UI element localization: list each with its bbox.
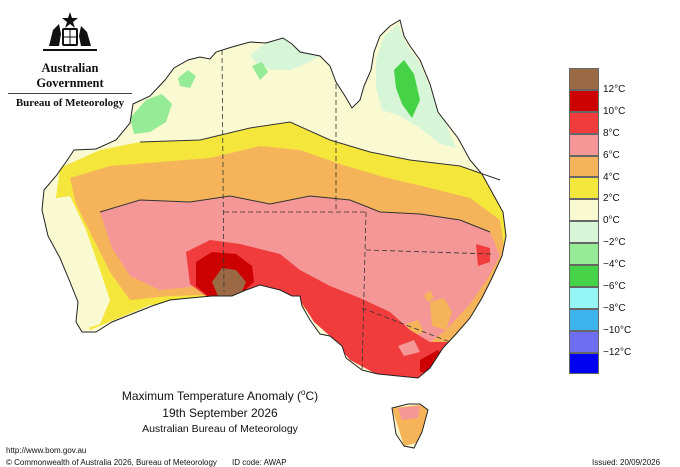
legend-swatch [569,199,599,222]
legend-label: 6°C [603,149,620,161]
bureau-title: Bureau of Meteorology [15,97,125,109]
legend-swatch [569,177,599,200]
band-minus4-cape [394,60,420,118]
band-0c-west-coast [44,196,110,330]
legend-label: 12°C [603,83,626,95]
legend-swatch [569,221,599,244]
legend-label: −8°C [603,302,626,314]
footer-id-code: ID code: AWAP [232,458,287,467]
legend-label: 10°C [603,105,626,117]
band-tas-6c [398,406,420,420]
legend-swatch [569,308,599,331]
map-title: Maximum Temperature Anomaly (oC) [121,388,319,403]
legend-swatch [569,133,599,156]
legend-label: 0°C [603,215,620,227]
footer-url[interactable]: http://www.bom.gov.au [6,446,87,455]
legend-swatch [569,243,599,266]
coat-of-arms-icon [43,12,97,51]
band-8c-east [476,244,490,266]
legend-swatch [569,68,599,90]
band-minus2-top-end [250,38,320,70]
legend-swatch [569,352,599,375]
footer-issued: Issued: 20/09/2026 [592,458,661,467]
legend-label: 4°C [603,171,620,183]
map-organisation: Australian Bureau of Meteorology [142,423,298,435]
legend-swatch [569,286,599,309]
legend-swatch [569,89,599,112]
map-title-block: Maximum Temperature Anomaly (oC) 19th Se… [100,388,340,435]
anomaly-shading [44,24,506,446]
state-borders [221,49,493,373]
legend-label: −10°C [603,324,632,336]
legend-swatch [569,265,599,287]
legend-label: −6°C [603,281,626,292]
band-6c-vic-patch [398,340,420,356]
band-minus2-kimberley-b [178,70,196,88]
government-logo: Australian Government Bureau of Meteorol… [8,10,132,109]
coastline [41,19,507,449]
legend-label: 2°C [603,193,620,205]
legend-swatch [569,111,599,134]
color-legend: 12°C 10°C 8°C 6°C 4°C 2°C 0°C −2°C −4°C −6°C −8°C −… [569,68,631,375]
band-8c [186,240,460,380]
legend-swatch [569,155,599,178]
government-title: Australian Government [8,61,132,94]
legend-label: −4°C [603,259,626,271]
legend-label: −2°C [603,237,626,249]
band-minus2-kimberley [130,94,172,134]
band-0c-north [130,44,470,150]
band-4c-patches [430,298,452,330]
map-date: 19th September 2026 [162,406,278,420]
footer-copyright: © Commonwealth of Australia 2026, Bureau… [6,458,217,467]
legend-swatch [569,330,599,353]
legend-label: −12°C [603,346,632,358]
legend-label: 8°C [603,127,620,139]
anomaly-contours [99,121,501,233]
band-12c [212,268,246,296]
band-4c-patch-c [424,290,434,302]
band-minus2-nt [252,62,268,80]
